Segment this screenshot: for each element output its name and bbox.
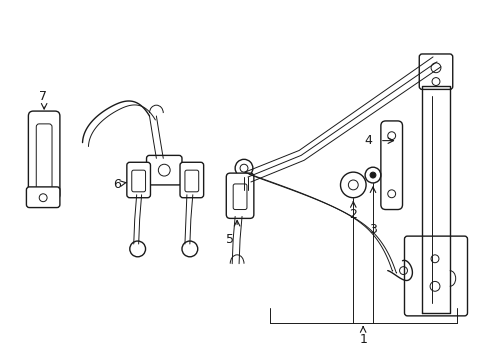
Text: 5: 5 [226,233,234,246]
FancyBboxPatch shape [418,54,452,89]
FancyBboxPatch shape [36,124,52,191]
Circle shape [369,172,375,178]
Text: 6: 6 [113,179,121,192]
FancyBboxPatch shape [233,184,246,210]
Text: 3: 3 [368,223,376,236]
FancyBboxPatch shape [131,170,145,192]
FancyBboxPatch shape [226,173,253,219]
Text: 7: 7 [39,90,47,103]
FancyBboxPatch shape [126,162,150,198]
Text: 4: 4 [364,134,371,147]
FancyBboxPatch shape [380,121,402,210]
FancyBboxPatch shape [180,162,203,198]
FancyBboxPatch shape [404,236,467,316]
Text: 1: 1 [359,333,366,346]
Text: 2: 2 [348,208,357,221]
FancyBboxPatch shape [26,187,60,208]
FancyBboxPatch shape [146,156,182,185]
FancyBboxPatch shape [184,170,198,192]
FancyBboxPatch shape [28,111,60,200]
